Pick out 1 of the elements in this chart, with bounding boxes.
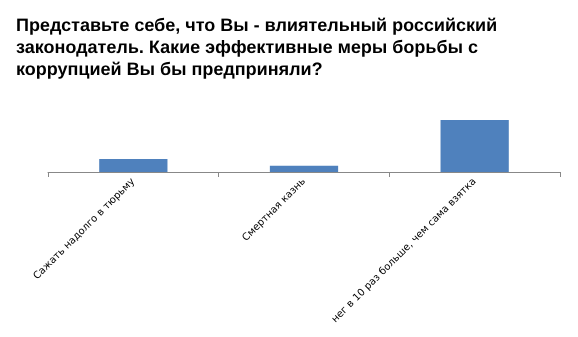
chart-title: Представьте себе, что Вы - влиятельный российский законодатель. Какие эффективные меры борьбы с коррупцией Вы бы предприняли? [16,14,498,80]
